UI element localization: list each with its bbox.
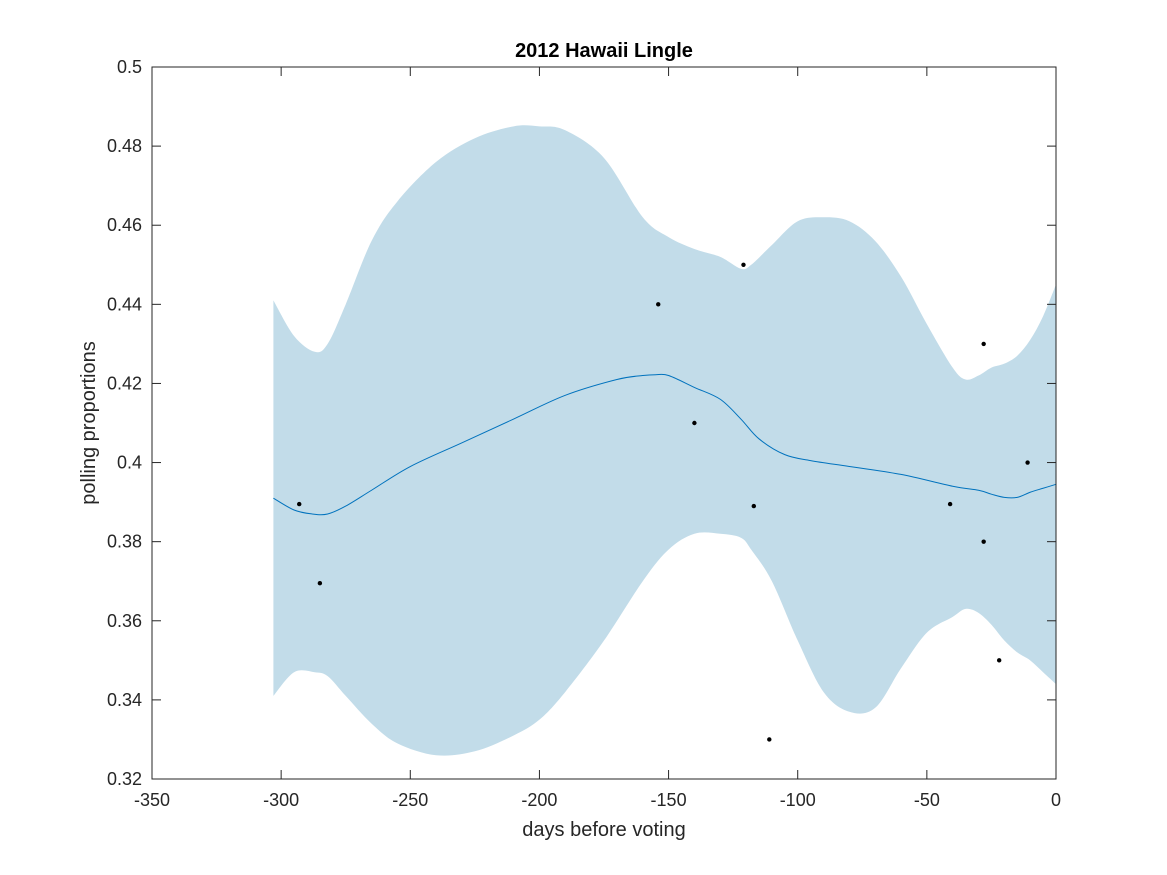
x-tick-label: -100 [780, 790, 816, 810]
data-point [751, 503, 757, 509]
x-tick-label: -50 [914, 790, 940, 810]
x-tick-label: 0 [1051, 790, 1061, 810]
y-tick-label: 0.48 [107, 136, 142, 156]
data-point [692, 420, 697, 426]
x-tick-label: -150 [651, 790, 687, 810]
data-point [297, 501, 302, 507]
axes-box [151, 66, 1057, 780]
data-point [1025, 460, 1030, 465]
y-tick-label: 0.38 [107, 532, 142, 552]
fit-line [273, 373, 1057, 516]
data-point [947, 501, 953, 507]
x-tick-label: -300 [263, 790, 299, 810]
y-tick-label: 0.46 [107, 215, 142, 235]
y-tick-label: 0.4 [117, 453, 142, 473]
y-axis-label: polling proportions [78, 341, 100, 504]
x-axis-label: days before voting [522, 819, 685, 841]
y-tick-label: 0.5 [117, 57, 142, 77]
chart-title: 2012 Hawaii Lingle [515, 40, 693, 62]
data-point [741, 262, 746, 267]
y-tick-label: 0.36 [107, 611, 142, 631]
data-point [981, 539, 986, 544]
y-tick-label: 0.32 [107, 769, 142, 789]
y-tick-label: 0.34 [107, 690, 142, 710]
data-points [297, 262, 1030, 742]
x-axis-ticks: -350 -300 -250 -200 -150 -100 -50 0 [134, 67, 1061, 810]
x-tick-label: -350 [134, 790, 170, 810]
y-tick-label: 0.44 [107, 294, 142, 314]
data-point [317, 581, 323, 586]
data-point [767, 737, 772, 742]
data-point [656, 302, 661, 307]
data-point [996, 658, 1002, 663]
plot-area [273, 125, 1057, 756]
confidence-band [273, 125, 1056, 756]
y-axis-ticks: 0.32 0.34 0.36 0.38 0.4 0.42 0.44 0.46 0.48 0.5 [107, 57, 1056, 789]
y-tick-label: 0.42 [107, 373, 142, 393]
x-tick-label: -250 [392, 790, 428, 810]
x-tick-label: -200 [521, 790, 557, 810]
data-point [981, 341, 986, 347]
